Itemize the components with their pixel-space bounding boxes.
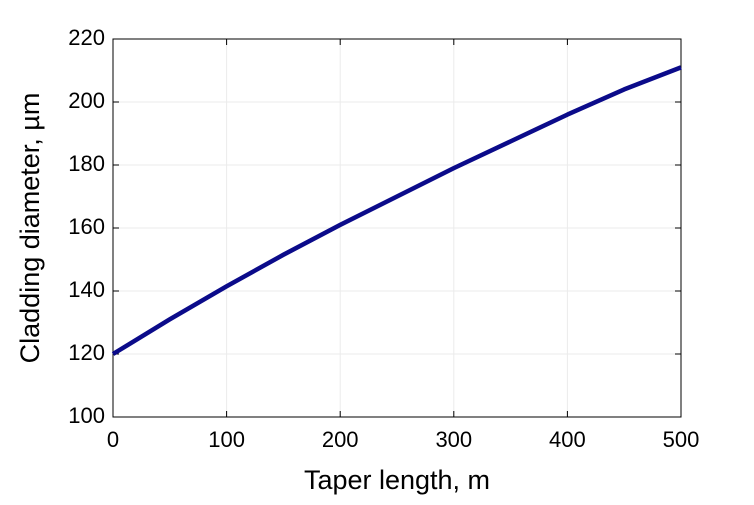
y-tick-label: 100 [68,403,105,428]
y-axis-label: Cladding diameter, µm [15,93,45,364]
data-line [111,65,682,356]
x-tick-label: 0 [107,427,119,452]
y-tick-label: 140 [68,277,105,302]
x-tick-label: 500 [663,427,700,452]
x-tick-label: 200 [322,427,359,452]
y-tick-label: 120 [68,340,105,365]
y-tick-label: 200 [68,88,105,113]
y-tick-label: 180 [68,151,105,176]
y-tick-label: 220 [68,25,105,50]
y-tick-label: 160 [68,214,105,239]
x-tick-label: 400 [549,427,586,452]
x-axis-label: Taper length, m [304,465,490,495]
x-tick-label: 300 [435,427,472,452]
x-tick-label: 100 [208,427,245,452]
plot-frame [112,38,682,418]
